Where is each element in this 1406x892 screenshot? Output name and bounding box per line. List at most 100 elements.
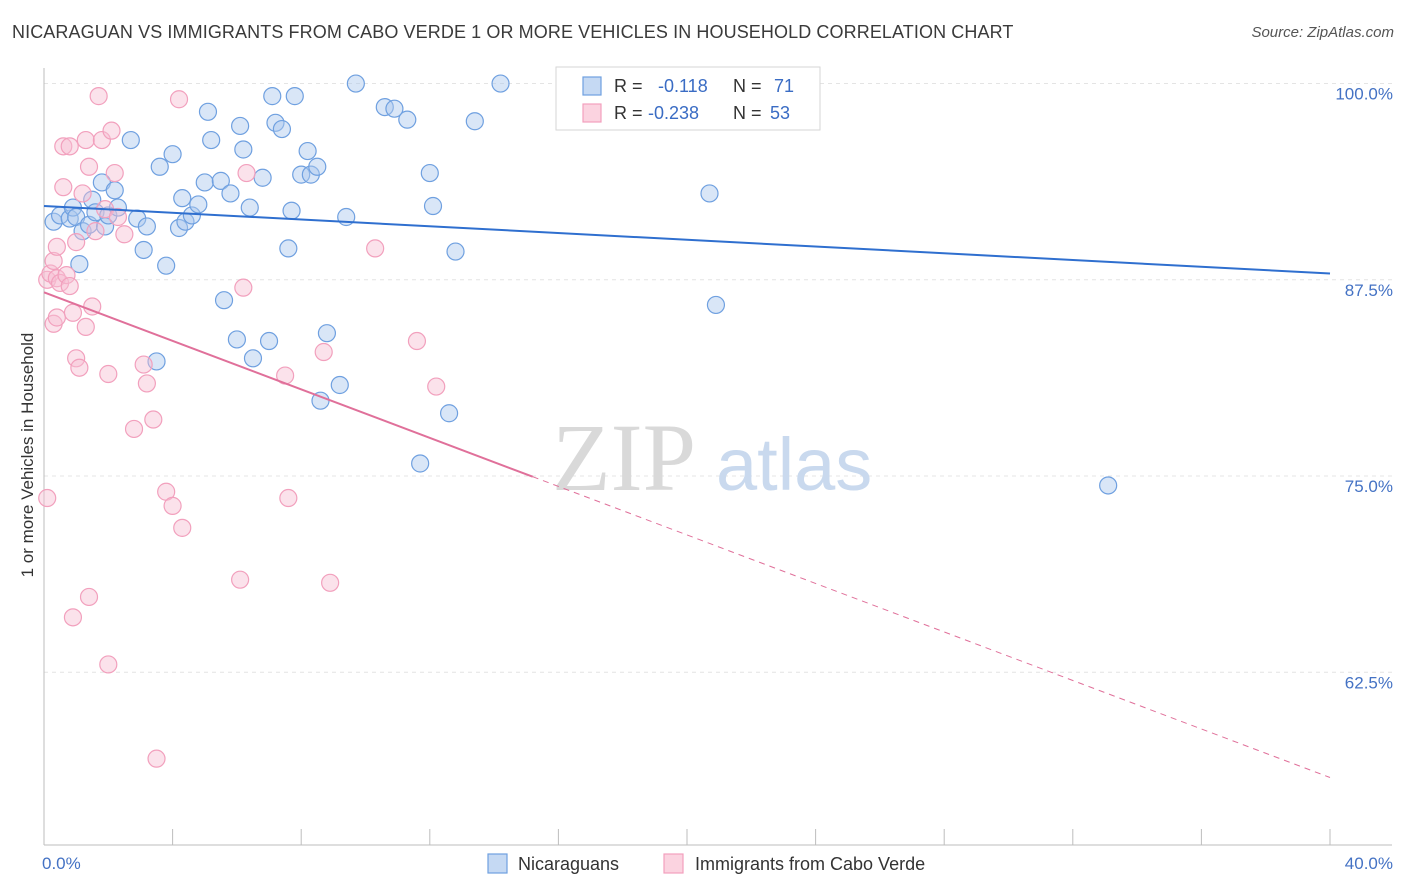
point-nicaraguans (285, 87, 304, 106)
point-cabo-verde (169, 90, 189, 109)
y-tick-label: 62.5% (1345, 673, 1393, 692)
point-nicaraguans (292, 165, 311, 184)
point-cabo-verde (366, 239, 385, 258)
point-nicaraguans (330, 375, 349, 395)
point-nicaraguans (398, 110, 417, 129)
point-nicaraguans (121, 130, 140, 150)
point-nicaraguans (446, 242, 465, 261)
point-nicaraguans (423, 196, 443, 216)
legend-swatch-cabo-verde (663, 853, 684, 874)
point-cabo-verde (108, 207, 128, 227)
stats-n-label: N = (733, 103, 762, 123)
point-cabo-verde (63, 608, 83, 627)
point-nicaraguans (279, 239, 298, 258)
point-nicaraguans (491, 74, 510, 93)
point-cabo-verde (73, 184, 92, 203)
trend-lines (43, 205, 1331, 778)
stats-r-value: -0.118 (658, 76, 708, 96)
point-cabo-verde (102, 121, 121, 140)
point-cabo-verde (76, 317, 95, 336)
point-nicaraguans (163, 145, 182, 164)
point-nicaraguans (202, 130, 221, 150)
point-cabo-verde (60, 276, 79, 296)
y-tick-label: 75.0% (1345, 477, 1393, 496)
point-nicaraguans (227, 330, 246, 349)
point-nicaraguans (231, 116, 250, 136)
point-nicaraguans (298, 141, 317, 161)
point-nicaraguans (411, 454, 430, 473)
stats-n-value: 53 (770, 103, 790, 123)
point-cabo-verde (60, 137, 79, 156)
point-cabo-verde (92, 130, 111, 150)
legend-swatch-nicaraguans (487, 853, 508, 874)
point-nicaraguans (308, 157, 327, 176)
watermark-atlas: atlas (716, 423, 872, 506)
point-nicaraguans (195, 173, 214, 192)
point-nicaraguans (189, 195, 208, 214)
point-cabo-verde (57, 265, 76, 285)
point-nicaraguans (182, 206, 201, 225)
point-nicaraguans (134, 240, 153, 260)
point-cabo-verde (321, 573, 340, 592)
point-cabo-verde (427, 377, 446, 396)
point-nicaraguans (1099, 476, 1118, 495)
point-cabo-verde (86, 222, 105, 241)
point-cabo-verde (54, 137, 73, 156)
point-nicaraguans (263, 87, 282, 106)
point-nicaraguans (385, 99, 404, 118)
point-nicaraguans (70, 255, 89, 274)
y-tick-label: 100.0% (1335, 85, 1393, 104)
point-cabo-verde (163, 496, 182, 515)
stats-r-value: -0.238 (648, 103, 699, 123)
point-nicaraguans (465, 112, 484, 131)
x-tick-label: 0.0% (42, 854, 81, 873)
point-cabo-verde (79, 587, 99, 607)
point-nicaraguans (137, 217, 156, 236)
point-cabo-verde (173, 518, 192, 537)
point-nicaraguans (706, 295, 726, 315)
point-cabo-verde (314, 342, 333, 362)
trend-line-nicaraguans (43, 205, 1331, 275)
trend-line-cabo-verde (43, 291, 534, 478)
point-cabo-verde (105, 163, 124, 183)
point-cabo-verde (231, 570, 250, 589)
point-cabo-verde (137, 374, 156, 393)
data-points (38, 74, 1118, 768)
tick-labels: 100.0% 87.5% 75.0% 62.5% 0.0% 40.0% (42, 85, 1393, 873)
point-cabo-verde (47, 237, 66, 256)
point-cabo-verde (134, 355, 153, 374)
point-nicaraguans (439, 404, 459, 423)
stats-r-label: R = (614, 103, 643, 123)
chart-title: NICARAGUAN VS IMMIGRANTS FROM CABO VERDE… (12, 22, 1014, 42)
legend-label-nicaraguans: Nicaraguans (518, 854, 619, 874)
point-nicaraguans (317, 324, 337, 343)
stats-n-value: 71 (774, 76, 794, 96)
stats-r-label: R = (614, 76, 643, 96)
point-cabo-verde (67, 233, 86, 252)
trend-line-cabo-verde-extrapolated (532, 476, 1331, 778)
stats-swatch-nicaraguans (582, 76, 602, 96)
point-nicaraguans (60, 209, 79, 228)
point-cabo-verde (407, 331, 427, 351)
point-cabo-verde (234, 278, 253, 297)
point-cabo-verde (279, 488, 298, 508)
point-nicaraguans (700, 184, 719, 203)
point-cabo-verde (44, 251, 63, 271)
x-tick-label: 40.0% (1345, 854, 1393, 873)
point-cabo-verde (99, 364, 118, 384)
watermark-zip: ZIP (552, 404, 696, 511)
stats-box: R = -0.118 N = 71 R = -0.238 N = 53 (555, 66, 821, 131)
point-nicaraguans (105, 181, 124, 200)
point-nicaraguans (157, 256, 176, 275)
stats-swatch-cabo-verde (582, 103, 602, 123)
point-nicaraguans (259, 331, 279, 351)
y-axis-label: 1 or more Vehicles in Household (18, 333, 37, 578)
point-cabo-verde (54, 178, 73, 197)
point-nicaraguans (240, 198, 259, 217)
point-cabo-verde (89, 87, 108, 106)
stats-n-label: N = (733, 76, 762, 96)
point-nicaraguans (211, 171, 230, 190)
point-cabo-verde (144, 410, 163, 429)
axes (43, 68, 1392, 846)
